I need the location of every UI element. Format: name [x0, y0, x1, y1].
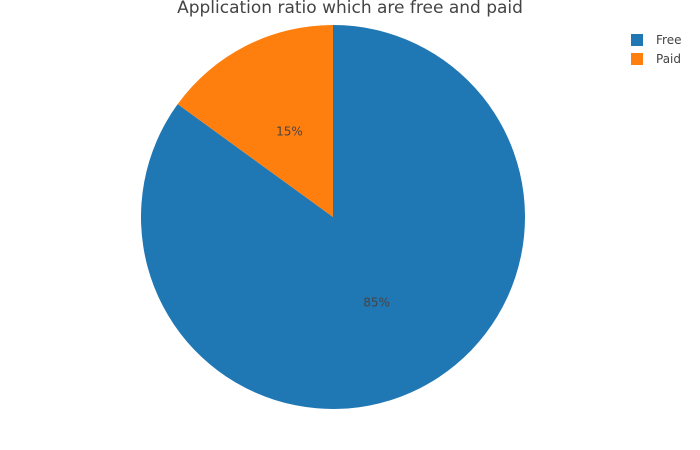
pie-slice-free[interactable]: [141, 25, 525, 409]
chart-title: Application ratio which are free and pai…: [177, 0, 523, 18]
legend-swatch-free: [631, 34, 643, 46]
slice-label-paid: 15%: [276, 124, 303, 138]
legend-swatch-paid: [631, 53, 643, 65]
pie-labels: 85% 15%: [276, 124, 390, 309]
slice-label-free: 85%: [363, 296, 390, 310]
legend-item-paid[interactable]: Paid: [631, 52, 681, 66]
legend-label-paid: Paid: [656, 52, 681, 66]
pie-slice-paid[interactable]: [177, 24, 333, 218]
legend: Free Paid: [631, 33, 681, 66]
legend-item-free[interactable]: Free: [631, 33, 681, 47]
pie-slices: [141, 24, 525, 409]
legend-label-free: Free: [656, 33, 681, 47]
